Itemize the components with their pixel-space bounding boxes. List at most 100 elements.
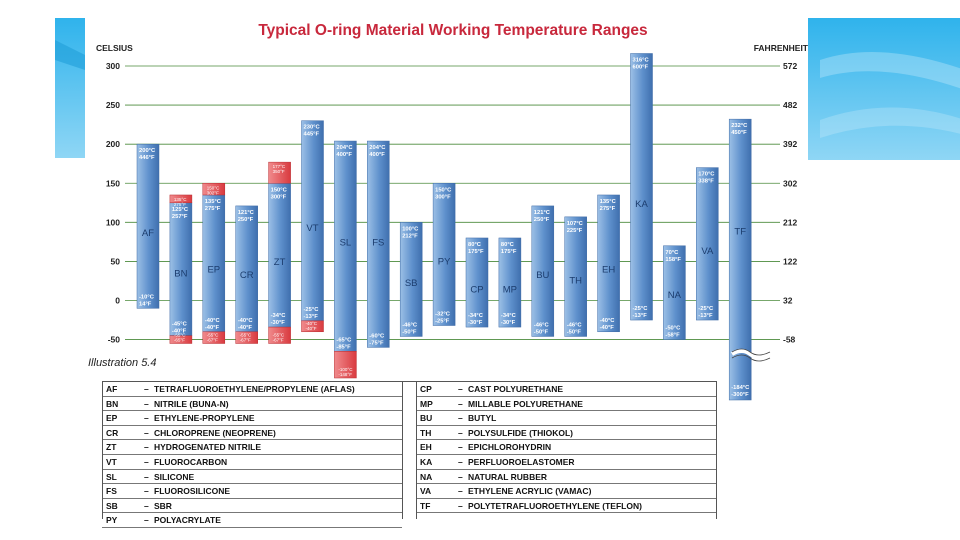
- ext-high-label-f: 350°F: [273, 169, 285, 174]
- bar-bottom-label-c: -34°C: [271, 313, 287, 319]
- bar-bottom-label-c: -45°C: [172, 322, 188, 328]
- legend-name: POLYSULFIDE (THIOKOL): [468, 427, 573, 438]
- legend-dash: –: [144, 384, 149, 394]
- fahrenheit-tick-label: 212: [783, 217, 797, 227]
- celsius-tick-label: 100: [106, 217, 120, 227]
- legend-row-cr: CR – CHLOROPRENE (NEOPRENE): [102, 426, 402, 441]
- ext-low-label-f: -67°F: [273, 337, 284, 342]
- bar-zt-ext-low: [268, 326, 291, 344]
- legend-dash: –: [458, 500, 463, 511]
- bar-top-label-c: 125°C: [172, 207, 189, 213]
- legend-name: TETRAFLUOROETHYLENE/PROPYLENE (AFLAS): [154, 384, 355, 394]
- axis-break: [730, 348, 771, 362]
- chart-title: Typical O-ring Material Working Temperat…: [258, 22, 647, 39]
- legend-code: VT: [106, 456, 117, 467]
- bar-bottom-label-c: -46°C: [567, 322, 583, 328]
- bar-tf-range: [728, 118, 752, 401]
- decor-right-wave-2: [820, 107, 960, 138]
- legend-row-af: AF – TETRAFLUOROETHYLENE/PROPYLENE (AFLAS): [102, 382, 402, 397]
- legend-table: AF – TETRAFLUOROETHYLENE/PROPYLENE (AFLAS)…: [102, 381, 716, 528]
- legend-row-fs: FS – FLUOROSILICONE: [102, 484, 402, 499]
- legend-code: MP: [420, 398, 433, 409]
- legend-border-mid-right: [416, 381, 417, 519]
- legend-border-mid-left: [402, 381, 403, 519]
- legend-name: ETHYLENE-PROPYLENE: [154, 413, 255, 424]
- ext-high-label-c: 150°C: [207, 185, 220, 190]
- bar-af-range: [136, 143, 160, 309]
- bar-bottom-label-f: -13°F: [633, 313, 648, 319]
- bar-bottom-label-f: -75°F: [369, 340, 384, 346]
- legend-code: TF: [420, 500, 431, 511]
- ext-low-label-f: -67°F: [207, 337, 218, 342]
- bar-top-label-f: 158°F: [665, 257, 681, 263]
- celsius-tick-label: 300: [106, 61, 120, 71]
- bar-top-label-f: 300°F: [435, 194, 451, 200]
- bar-top-label-c: 70°C: [665, 250, 679, 256]
- bar-cr-range: [235, 205, 258, 333]
- fahrenheit-tick-label: 392: [783, 139, 797, 149]
- bar-top-label-f: 250°F: [534, 217, 550, 223]
- legend-code: FS: [106, 486, 117, 497]
- bar-top-label-f: 275°F: [205, 206, 221, 212]
- legend-name: FLUOROSILICONE: [154, 486, 231, 497]
- ext-low-label-c: -55°C: [207, 332, 219, 337]
- bar-top-label-f: 212°F: [402, 233, 418, 239]
- bar-top-label-f: 225°F: [567, 228, 583, 234]
- bar-top-label-c: 204°C: [336, 145, 353, 151]
- bar-code-label: BU: [536, 270, 549, 281]
- decor-left: [55, 18, 85, 158]
- decor-right: [808, 18, 960, 160]
- bar-top-label-c: 80°C: [468, 242, 482, 248]
- legend-name: CAST POLYURETHANE: [468, 384, 564, 394]
- legend-dash: –: [144, 413, 149, 424]
- bar-vt-ext-low: [301, 320, 324, 333]
- bar-top-label-c: 121°C: [238, 210, 255, 216]
- legend-row-ep: EP – ETHYLENE-PROPYLENE: [102, 411, 402, 426]
- ext-low-label-c: -40°C: [306, 321, 318, 326]
- bar-fs-range: [367, 140, 390, 348]
- bar-top-label-c: 150°C: [271, 187, 288, 193]
- bar-code-label: CR: [240, 270, 254, 281]
- bar-bottom-label-c: -34°C: [501, 313, 517, 319]
- bar-top-label-f: 446°F: [139, 155, 155, 161]
- bar-bottom-label-c: -46°C: [534, 322, 550, 328]
- legend-row-vt: VT – FLUOROCARBON: [102, 455, 402, 470]
- bar-bottom-label-f: -30°F: [271, 320, 286, 326]
- legend-code: BU: [420, 413, 433, 424]
- legend-code: ZT: [106, 442, 117, 453]
- bar-bottom-label-f: -50°F: [567, 329, 582, 335]
- legend-row-na: NA – NATURAL RUBBER: [416, 470, 716, 485]
- legend-dash: –: [458, 456, 463, 467]
- bar-top-label-c: 316°C: [633, 57, 650, 63]
- legend-dash: –: [458, 384, 463, 394]
- legend-dash: –: [458, 398, 463, 409]
- bar-top-label-c: 150°C: [435, 187, 452, 193]
- legend-code: CR: [106, 427, 119, 438]
- legend-dash: –: [144, 427, 149, 438]
- bar-code-label: TF: [734, 227, 746, 238]
- legend-row-zt: ZT – HYDROGENATED NITRILE: [102, 440, 402, 455]
- legend-code: EH: [420, 442, 432, 453]
- bar-bottom-label-f: -13°F: [304, 314, 319, 320]
- bar-bottom-label-c: -40°C: [238, 318, 254, 324]
- bar-top-label-c: 135°C: [600, 199, 617, 205]
- bar-top-label-f: 300°F: [271, 194, 287, 200]
- legend-dash: –: [458, 486, 463, 497]
- bar-bottom-label-f: -40°F: [205, 325, 220, 331]
- fahrenheit-tick-label: 122: [783, 256, 797, 266]
- celsius-tick-label: 150: [106, 178, 120, 188]
- legend-code: EP: [106, 413, 118, 424]
- bar-bottom-label-c: -46°C: [402, 322, 418, 328]
- legend-dash: –: [144, 500, 149, 511]
- celsius-tick-label: 250: [106, 100, 120, 110]
- legend-row-tf: TF – POLYTETRAFLUOROETHYLENE (TEFLON): [416, 499, 716, 514]
- bar-bottom-label-f: -40°F: [600, 325, 615, 331]
